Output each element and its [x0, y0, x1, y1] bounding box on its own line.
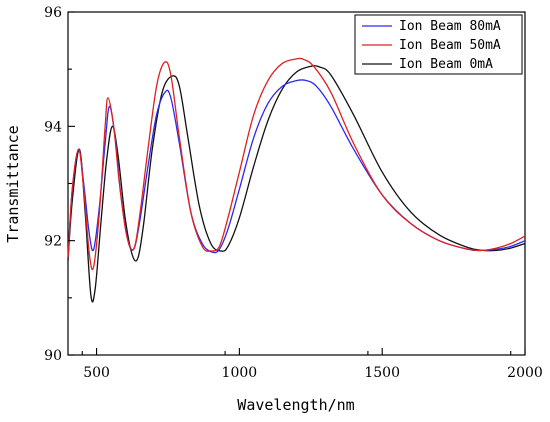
- x-tick-label: 1000: [222, 365, 258, 381]
- series-line-ion-beam-50ma: [67, 57, 526, 271]
- series-line-ion-beam-0ma: [67, 65, 526, 303]
- series-layer: [67, 57, 526, 303]
- x-axis-title: Wavelength/nm: [237, 396, 354, 414]
- x-tick-label: 500: [83, 365, 110, 381]
- y-tick-label: 90: [44, 348, 62, 364]
- y-tick-label: 92: [44, 234, 62, 250]
- x-tick-label: 1500: [364, 365, 400, 381]
- y-tick-label: 94: [44, 119, 62, 135]
- series-line-ion-beam-80ma: [67, 79, 526, 258]
- y-tick-label: 96: [44, 5, 62, 21]
- y-axis-title: Transmittance: [4, 125, 22, 242]
- legend-label-80ma: Ion Beam 80mA: [399, 19, 501, 34]
- x-tick-label: 2000: [507, 365, 543, 381]
- legend-label-50ma: Ion Beam 50mA: [399, 38, 501, 53]
- legend-label-0ma: Ion Beam 0mA: [399, 57, 493, 72]
- legend: Ion Beam 80mA Ion Beam 50mA Ion Beam 0mA: [354, 14, 523, 75]
- tick-layer: 500 1000 1500 2000 90 92 94 96: [44, 5, 543, 381]
